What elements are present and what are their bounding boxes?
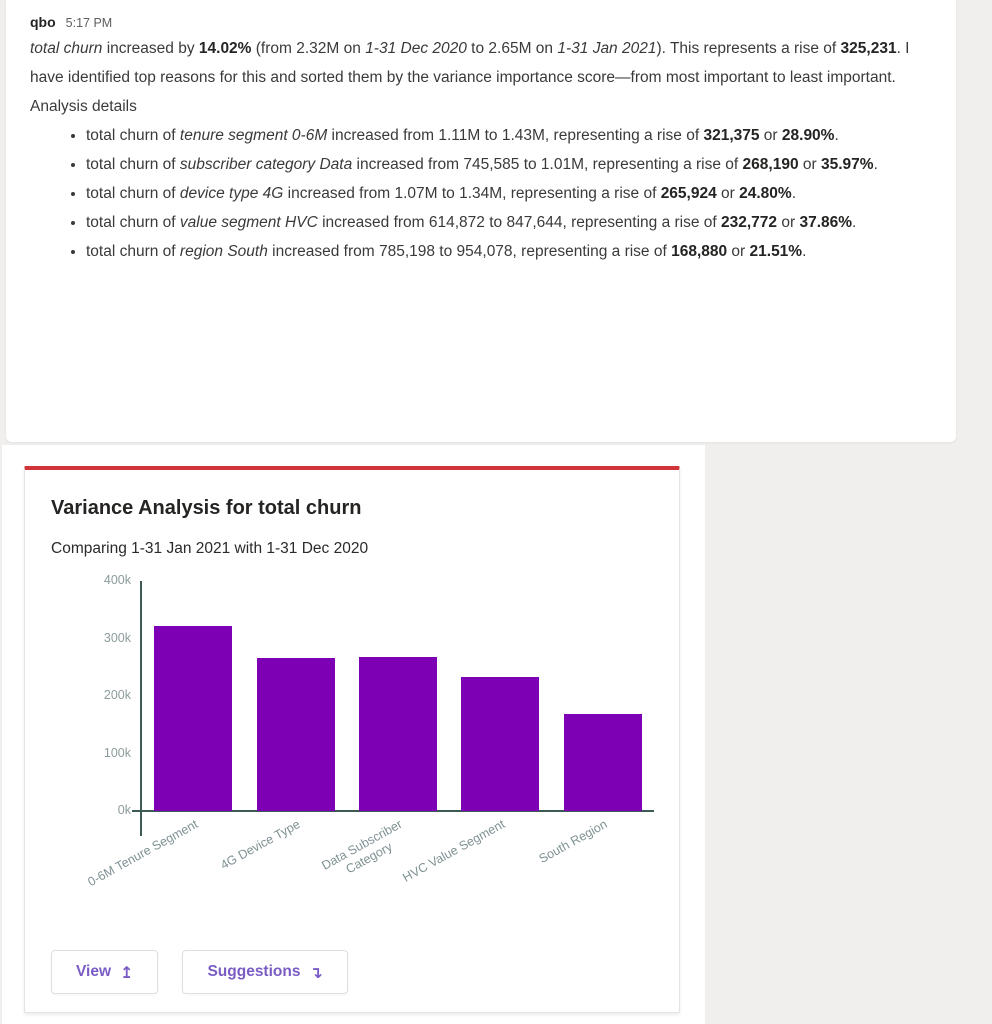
suggestions-button[interactable]: Suggestions ↴: [182, 950, 348, 994]
view-button[interactable]: View ↥: [51, 950, 159, 994]
sender-name: qbo: [30, 14, 56, 30]
y-tick-label: 100k: [103, 745, 131, 760]
variance-analysis-card: Variance Analysis for total churn Compar…: [24, 466, 680, 1013]
chat-message: qbo 5:17 PM total churn increased by 14.…: [6, 0, 956, 442]
bar-3[interactable]: [359, 657, 438, 811]
bar-series: [142, 581, 654, 811]
analysis-bullet: total churn of tenure segment 0-6M incre…: [86, 121, 920, 150]
bar-1[interactable]: [154, 626, 233, 811]
card-message-panel: Variance Analysis for total churn Compar…: [2, 445, 705, 1024]
analysis-bullet: total churn of value segment HVC increas…: [86, 208, 920, 237]
message-header: qbo 5:17 PM: [30, 14, 920, 30]
corner-down-arrow-icon: ↴: [309, 962, 323, 982]
analysis-detail-list: total churn of tenure segment 0-6M incre…: [30, 121, 920, 266]
bar-slot: [552, 581, 654, 811]
y-tick-label: 300k: [103, 630, 131, 645]
bar-5[interactable]: [563, 714, 642, 811]
message-timestamp: 5:17 PM: [65, 16, 113, 30]
y-axis-line: [140, 581, 142, 836]
bar-slot: [347, 581, 449, 811]
x-tick-label: South Region: [536, 817, 610, 866]
x-tick-label: 4G Device Type: [218, 817, 303, 873]
card-title: Variance Analysis for total churn: [51, 497, 362, 519]
card-actions: View ↥ Suggestions ↴: [51, 950, 653, 994]
bar-2[interactable]: [256, 658, 335, 811]
bar-slot: [142, 581, 244, 811]
view-button-label: View: [76, 963, 112, 980]
bar-4[interactable]: [461, 677, 540, 811]
suggestions-button-label: Suggestions: [207, 963, 301, 980]
zero-tick-mark: [132, 810, 141, 812]
x-tick-label: HVC Value Segment: [400, 817, 508, 885]
bar-slot: [449, 581, 551, 811]
bar-slot: [244, 581, 346, 811]
x-axis-line: [140, 810, 654, 812]
variance-bar-chart: 400k 300k 200k 100k 0k 0-6M Tenure Segment 4G…: [51, 573, 655, 926]
summary-paragraph: total churn increased by 14.02% (from 2.…: [30, 40, 910, 115]
x-tick-label: Data Subscriber Category: [319, 817, 405, 877]
y-tick-label: 400k: [103, 573, 131, 587]
open-view-arrow-icon: ↥: [120, 962, 134, 982]
analysis-bullet: total churn of region South increased fr…: [86, 237, 920, 266]
x-tick-label: 0-6M Tenure Segment: [85, 817, 200, 890]
analysis-bullet: total churn of device type 4G increased …: [86, 179, 920, 208]
y-tick-label: 200k: [103, 688, 131, 702]
analysis-bullet: total churn of subscriber category Data …: [86, 150, 920, 179]
card-subtitle: Comparing 1-31 Jan 2021 with 1-31 Dec 20…: [51, 540, 369, 557]
y-tick-label: 0k: [117, 803, 131, 817]
